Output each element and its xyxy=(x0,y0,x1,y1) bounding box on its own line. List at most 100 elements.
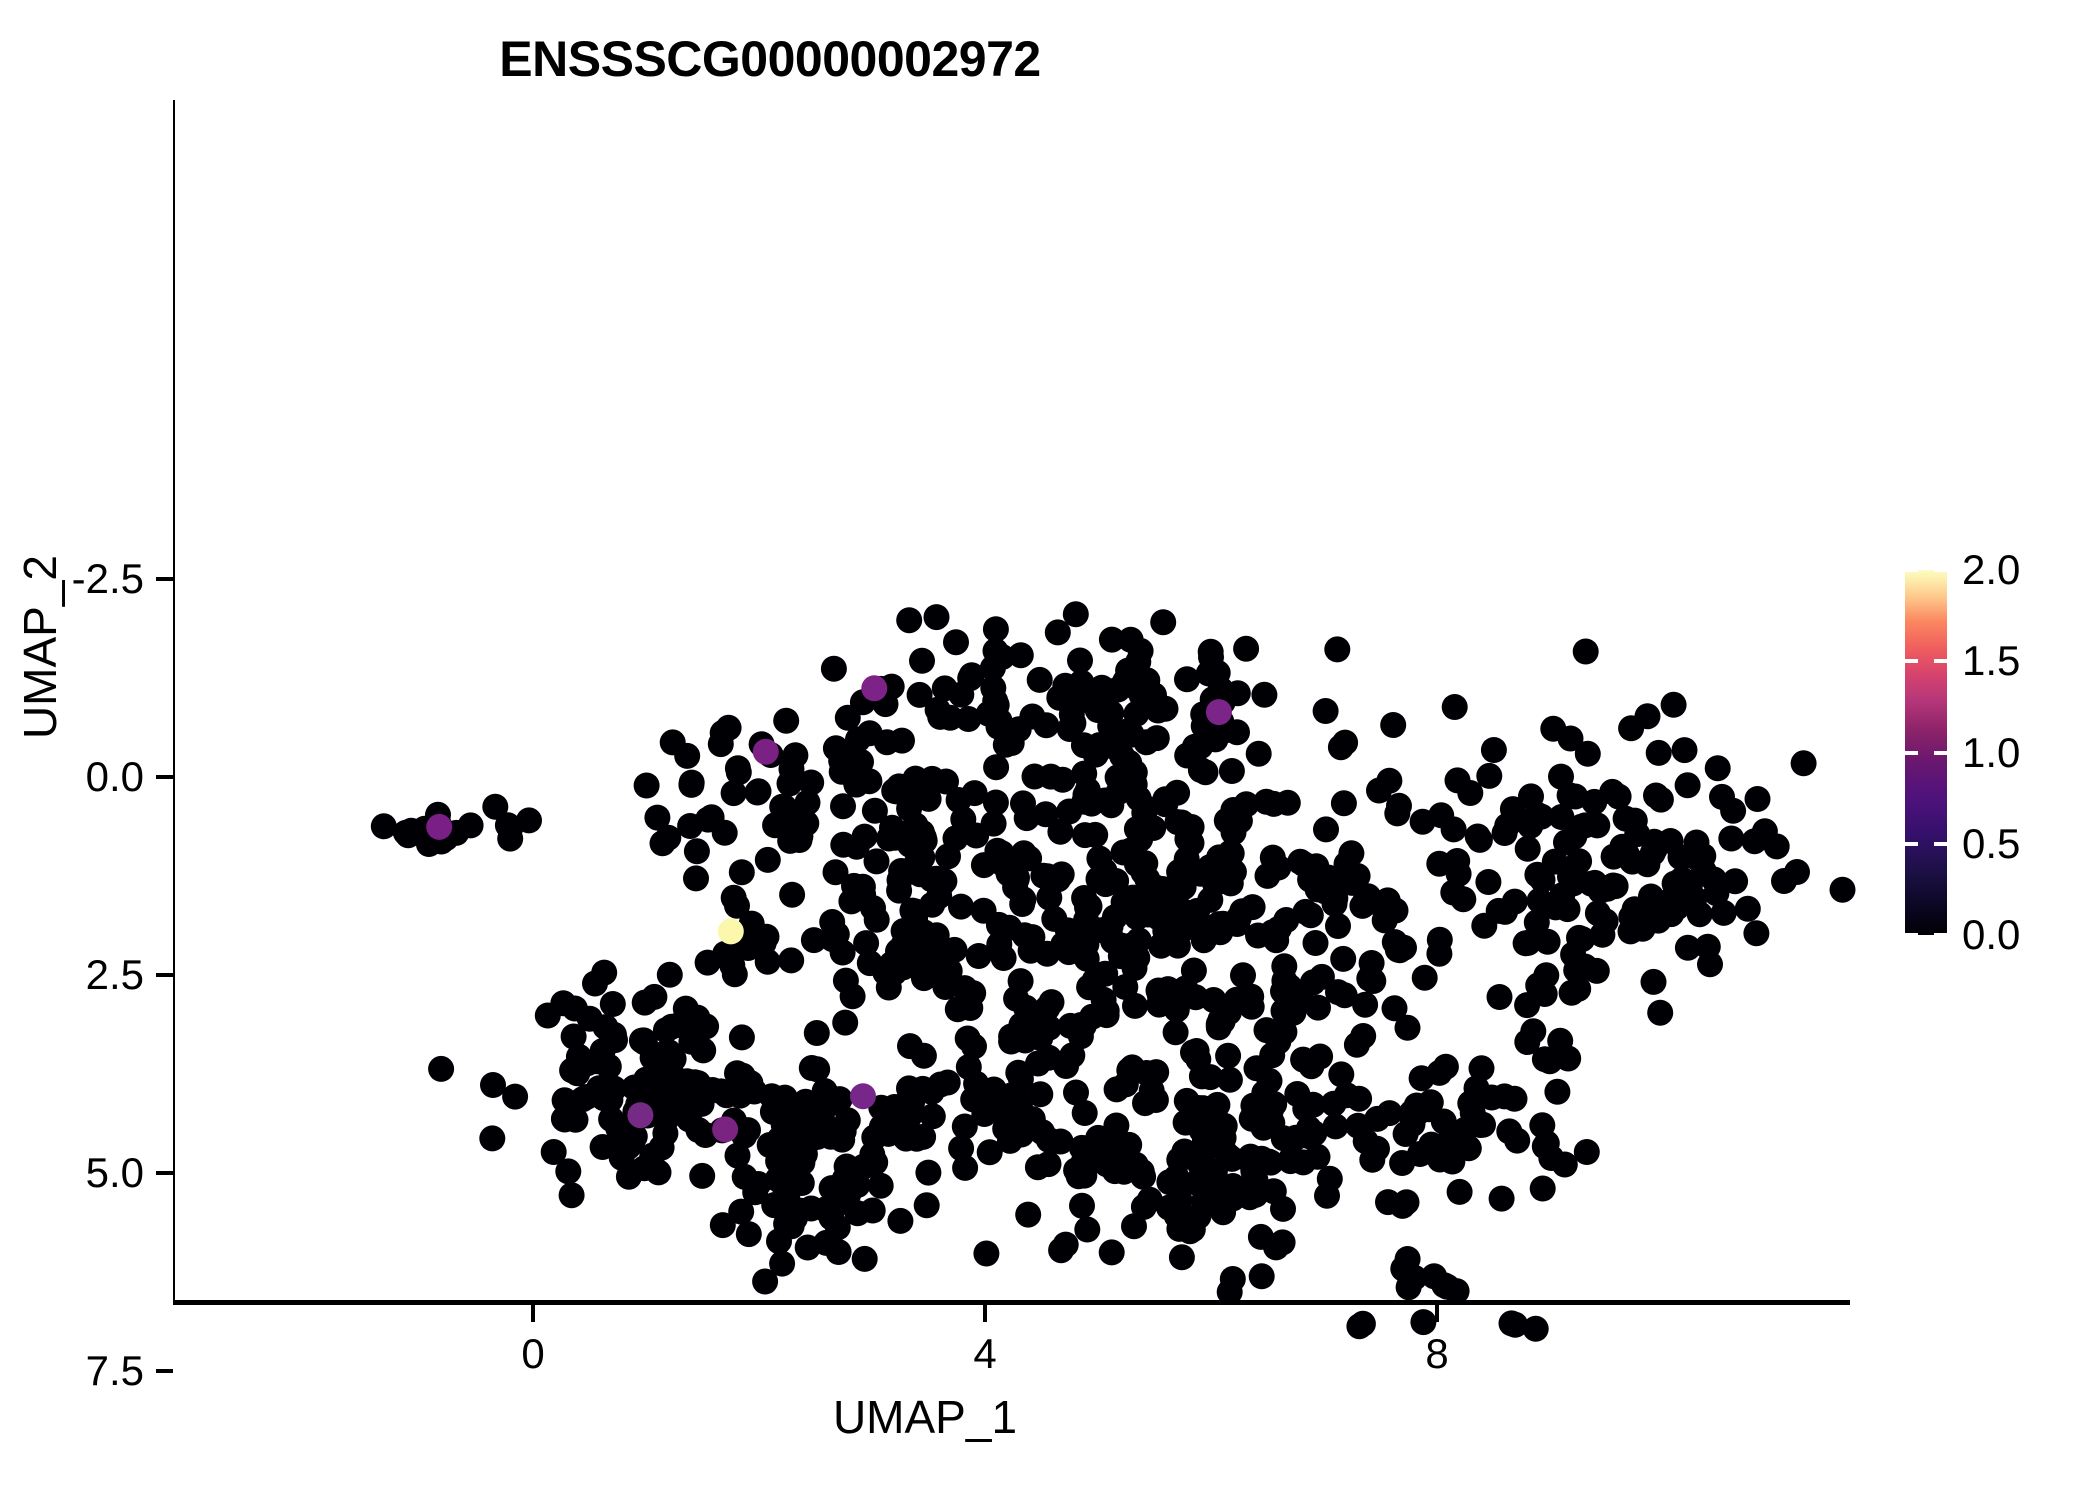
data-point xyxy=(1093,1002,1120,1029)
data-point xyxy=(655,1039,682,1066)
data-point xyxy=(711,819,738,846)
data-point xyxy=(933,768,959,795)
data-point xyxy=(1558,979,1585,1006)
data-point xyxy=(1475,869,1502,895)
data-point xyxy=(558,1182,585,1209)
data-point xyxy=(1204,1091,1231,1118)
colorbar-tick-mark xyxy=(1934,841,1947,846)
data-point xyxy=(1062,601,1089,628)
data-point xyxy=(1033,712,1060,739)
data-point xyxy=(822,859,849,886)
data-point xyxy=(1578,870,1605,897)
data-point xyxy=(863,906,890,933)
data-point xyxy=(955,706,982,732)
data-point xyxy=(1239,894,1266,921)
data-point xyxy=(1358,950,1385,976)
data-point xyxy=(1322,1113,1349,1140)
data-point xyxy=(1635,907,1661,934)
data-point xyxy=(560,1023,587,1050)
data-point xyxy=(1330,945,1357,972)
data-point xyxy=(659,729,686,756)
data-point xyxy=(1250,1114,1277,1141)
data-point xyxy=(1671,737,1698,764)
colorbar-tick-mark xyxy=(1905,841,1918,846)
data-point xyxy=(1710,899,1737,926)
data-point xyxy=(961,1033,987,1060)
data-point xyxy=(988,840,1015,867)
data-point xyxy=(1330,790,1357,817)
x-axis-line xyxy=(173,1300,1850,1305)
data-point xyxy=(986,931,1013,958)
data-point xyxy=(1085,866,1112,893)
data-point xyxy=(1376,1100,1403,1127)
data-point xyxy=(935,843,961,870)
data-point xyxy=(1298,1053,1325,1080)
data-point xyxy=(906,848,933,875)
x-tick-label: 8 xyxy=(1425,1330,1449,1377)
data-point xyxy=(720,780,747,807)
data-point xyxy=(936,958,963,984)
colorbar-tick-mark xyxy=(1905,750,1918,755)
data-point xyxy=(951,1113,978,1140)
data-point xyxy=(754,846,781,873)
data-point xyxy=(886,773,912,800)
data-point xyxy=(1210,1124,1237,1151)
data-point xyxy=(1499,796,1526,823)
data-point xyxy=(1485,897,1512,924)
data-point xyxy=(823,921,850,948)
data-point xyxy=(1352,991,1379,1018)
data-point xyxy=(1052,672,1079,699)
data-point xyxy=(699,1077,726,1103)
data-point xyxy=(1254,862,1281,889)
data-point xyxy=(1681,843,1708,870)
data-point xyxy=(715,714,742,741)
data-point xyxy=(918,1078,945,1105)
data-point xyxy=(1568,813,1595,840)
data-point xyxy=(1035,1151,1062,1178)
data-point xyxy=(901,898,928,925)
data-point xyxy=(735,1117,761,1144)
data-point xyxy=(1531,1046,1558,1073)
data-point xyxy=(913,1192,940,1219)
data-point xyxy=(395,822,422,849)
data-point xyxy=(1544,1078,1571,1105)
data-point xyxy=(1150,609,1177,636)
data-point xyxy=(1790,750,1817,777)
data-point xyxy=(709,1212,736,1239)
data-point xyxy=(779,881,806,908)
data-point xyxy=(1260,790,1287,817)
colorbar-tick-label: 0.5 xyxy=(1962,819,2021,867)
data-point xyxy=(1259,1042,1286,1069)
data-point xyxy=(960,980,987,1007)
data-point xyxy=(725,759,752,786)
data-point xyxy=(1056,798,1083,825)
data-point xyxy=(1047,818,1074,845)
data-point xyxy=(1224,911,1251,937)
data-point xyxy=(735,1221,762,1248)
data-point xyxy=(798,769,825,796)
data-point xyxy=(1304,1143,1331,1170)
data-point xyxy=(1072,781,1099,808)
data-point xyxy=(565,1043,592,1070)
data-point xyxy=(1346,1085,1373,1112)
data-point xyxy=(1015,1201,1042,1228)
data-point xyxy=(1155,976,1181,1003)
data-point xyxy=(1209,1008,1236,1035)
x-tick-mark xyxy=(531,1305,535,1322)
data-point xyxy=(728,859,755,886)
y-tick-label: 7.5 xyxy=(85,1347,144,1394)
data-point xyxy=(721,961,748,988)
data-point xyxy=(1660,691,1687,718)
data-point xyxy=(1605,783,1632,810)
data-point xyxy=(1647,786,1674,813)
data-point xyxy=(1214,1182,1241,1209)
data-point xyxy=(1720,797,1747,824)
color-legend: 0.0 0.5 1.0 1.5 2.0 xyxy=(1900,546,2100,958)
data-point xyxy=(931,675,958,702)
data-point xyxy=(551,1087,578,1114)
data-point xyxy=(1071,760,1098,787)
data-point xyxy=(1763,833,1790,860)
colorbar-tick-label: 2.0 xyxy=(1962,546,2021,593)
data-point xyxy=(1036,1014,1062,1041)
data-point xyxy=(842,768,869,795)
